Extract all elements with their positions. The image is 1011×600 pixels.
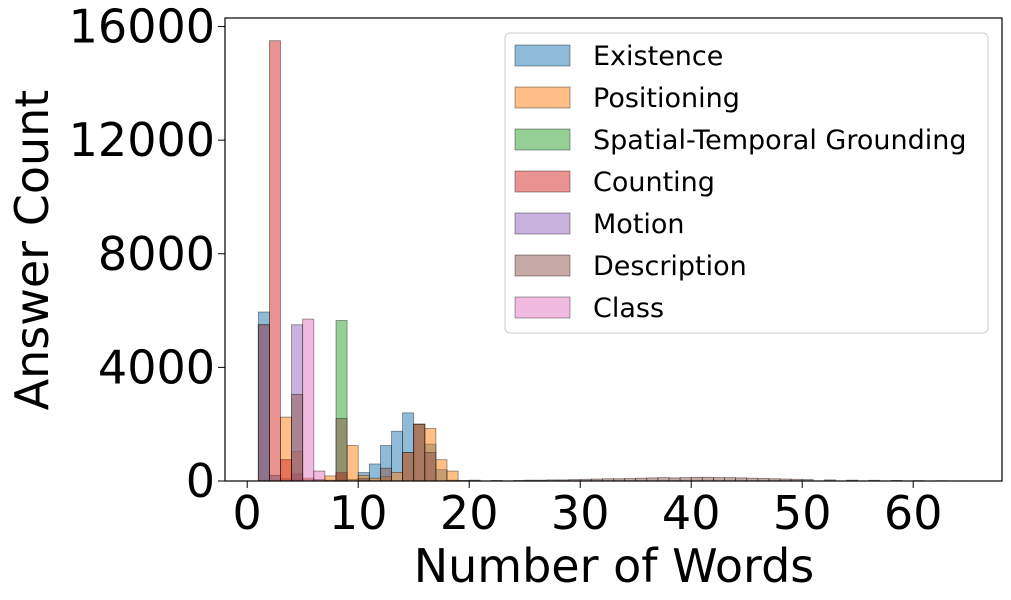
legend-swatch (514, 86, 571, 109)
y-tick-label: 4000 (98, 340, 215, 394)
x-axis-ticks: 0 10 20 30 40 50 60 (233, 481, 943, 540)
legend-swatch (514, 254, 571, 277)
y-tick-label: 8000 (98, 227, 215, 281)
bar-description-14 (402, 452, 415, 482)
x-tick-label: 10 (329, 486, 388, 540)
bar-description-15 (413, 423, 426, 482)
bar-class-6 (313, 470, 326, 482)
legend-box (504, 32, 989, 334)
bar-description-16 (424, 452, 437, 482)
bar-counting-3 (280, 459, 293, 482)
legend-label: Counting (593, 167, 715, 198)
y-tick-label: 0 (186, 454, 215, 508)
bar-counting-2 (268, 40, 281, 482)
bar-positioning-7 (324, 475, 337, 482)
bar-positioning-17 (435, 459, 448, 482)
bar-description-4 (291, 393, 304, 482)
legend-label: Class (593, 293, 664, 324)
legend: Existence Positioning Spatial-Temporal Gro… (504, 32, 989, 334)
legend-label: Description (593, 251, 747, 282)
x-tick-label: 40 (662, 486, 721, 540)
bar-positioning-18 (446, 470, 459, 482)
y-tick-label: 12000 (69, 113, 215, 167)
x-tick-label: 0 (233, 486, 262, 540)
y-axis-ticks: 0 4000 8000 12000 16000 (69, 0, 225, 508)
legend-swatch (514, 296, 571, 319)
y-axis-label: Answer Count (5, 90, 59, 411)
legend-label: Motion (593, 209, 685, 240)
x-tick-label: 50 (773, 486, 832, 540)
bar-description-1 (257, 324, 270, 482)
legend-label: Spatial-Temporal Grounding (593, 125, 967, 156)
legend-swatch (514, 170, 571, 193)
bar-description-12 (379, 467, 392, 482)
bar-class-5 (302, 318, 315, 482)
legend-label: Positioning (593, 83, 740, 114)
legend-swatch (514, 44, 571, 67)
legend-swatch (514, 212, 571, 235)
x-tick-label: 60 (884, 486, 943, 540)
bar-positioning-9 (346, 445, 359, 482)
legend-swatch (514, 128, 571, 151)
bar-description-8 (335, 418, 348, 482)
x-tick-label: 20 (440, 486, 499, 540)
bar-positioning-13 (391, 472, 404, 482)
plot-frame (224, 17, 1003, 482)
x-tick-label: 30 (551, 486, 610, 540)
x-axis-label: Number of Words (414, 539, 815, 593)
legend-label: Existence (593, 41, 723, 72)
y-tick-label: 16000 (69, 0, 215, 54)
